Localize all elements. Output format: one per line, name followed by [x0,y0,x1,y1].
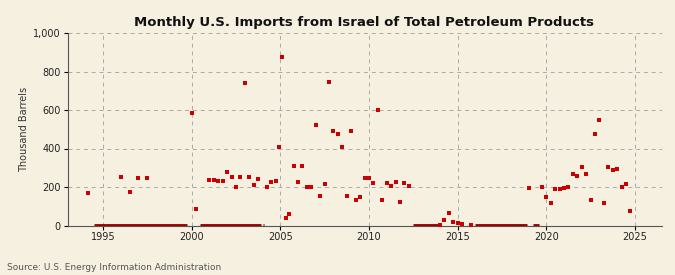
Point [608,167,618,172]
Point [594,117,605,122]
Point [315,193,325,198]
Point [599,201,610,205]
Point [572,174,583,179]
Point [133,176,144,180]
Point [381,181,392,185]
Point [276,55,287,59]
Point [297,164,308,168]
Point [368,181,379,185]
Point [466,222,477,227]
Point [252,177,263,182]
Point [323,80,334,84]
Point [439,218,450,222]
Point [213,179,223,183]
Point [568,172,578,177]
Point [209,178,219,183]
Point [390,180,401,184]
Point [310,123,321,128]
Point [235,175,246,180]
Point [580,172,591,177]
Point [354,194,365,199]
Point [186,111,197,115]
Point [364,176,375,180]
Point [456,221,467,226]
Text: Source: U.S. Energy Information Administration: Source: U.S. Energy Information Administ… [7,263,221,272]
Point [443,211,454,215]
Point [142,176,153,180]
Point [231,185,242,189]
Point [346,129,356,133]
Point [124,190,135,194]
Title: Monthly U.S. Imports from Israel of Total Petroleum Products: Monthly U.S. Imports from Israel of Tota… [134,16,595,29]
Point [545,201,556,205]
Point [585,198,596,203]
Point [523,186,534,190]
Point [284,212,294,216]
Point [288,164,299,168]
Point [271,179,281,183]
Point [204,178,215,183]
Point [399,181,410,185]
Point [612,166,622,171]
Point [359,176,370,180]
Point [589,132,600,136]
Point [266,180,277,184]
Point [306,185,317,189]
Point [377,198,387,203]
Point [226,175,237,180]
Point [448,219,458,224]
Point [603,164,614,169]
Y-axis label: Thousand Barrels: Thousand Barrels [19,87,29,172]
Point [620,182,631,186]
Point [240,81,250,85]
Point [337,144,348,149]
Point [248,183,259,187]
Point [302,185,313,189]
Point [281,216,292,220]
Point [554,187,565,191]
Point [404,184,414,188]
Point [549,187,560,191]
Point [373,108,383,112]
Point [217,179,228,183]
Point [221,169,232,174]
Point [244,175,254,180]
Point [395,200,406,205]
Point [262,185,273,189]
Point [541,194,551,199]
Point [292,180,303,184]
Point [452,220,463,225]
Point [625,209,636,213]
Point [563,185,574,189]
Point [83,191,94,195]
Point [333,132,344,136]
Point [576,164,587,169]
Point [559,186,570,190]
Point [115,175,126,180]
Point [616,185,627,189]
Point [342,193,352,198]
Point [328,129,339,133]
Point [435,222,446,227]
Point [537,185,547,189]
Point [350,198,361,203]
Point [190,207,201,211]
Point [319,182,330,186]
Point [273,144,284,149]
Point [385,184,396,188]
